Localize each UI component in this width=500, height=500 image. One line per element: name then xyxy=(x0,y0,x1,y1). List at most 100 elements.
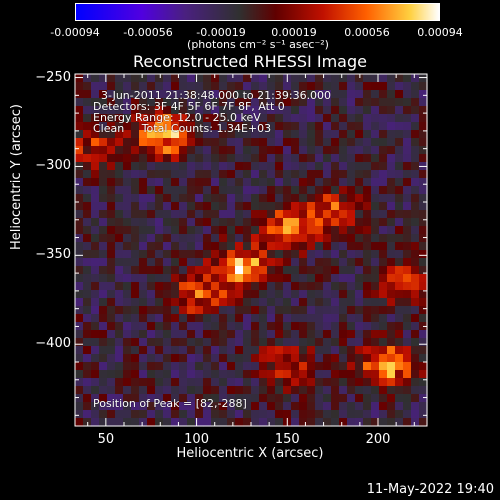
heatmap-cell xyxy=(107,298,116,307)
heatmap-cell xyxy=(291,386,300,395)
heatmap-cell xyxy=(195,378,204,387)
heatmap-cell xyxy=(331,362,340,371)
heatmap-cell xyxy=(171,338,180,347)
heatmap-cell xyxy=(395,338,404,347)
heatmap-cell xyxy=(307,314,316,323)
heatmap-cell xyxy=(75,130,84,139)
heatmap-cell xyxy=(371,250,380,259)
heatmap-cell xyxy=(411,226,420,235)
heatmap-cell xyxy=(323,266,332,275)
heatmap-cell xyxy=(155,410,164,419)
heatmap-cell xyxy=(331,194,340,203)
heatmap-cell xyxy=(315,162,324,171)
heatmap-cell xyxy=(195,162,204,171)
heatmap-cell xyxy=(179,338,188,347)
heatmap-cell xyxy=(147,410,156,419)
heatmap-cell xyxy=(147,266,156,275)
heatmap-cell xyxy=(99,186,108,195)
heatmap-cell xyxy=(323,122,332,131)
heatmap-cell xyxy=(419,186,428,195)
heatmap-cell xyxy=(299,394,308,403)
heatmap-cell xyxy=(91,314,100,323)
heatmap-cell xyxy=(387,242,396,251)
heatmap-cell xyxy=(339,82,348,91)
heatmap-cell xyxy=(395,90,404,99)
heatmap-cell xyxy=(163,346,172,355)
heatmap-cell xyxy=(339,402,348,411)
heatmap-cell xyxy=(355,202,364,211)
heatmap-cell xyxy=(315,146,324,155)
heatmap-cell xyxy=(387,274,396,283)
heatmap-cell xyxy=(179,74,188,83)
heatmap-cell xyxy=(131,178,140,187)
heatmap-cell xyxy=(131,234,140,243)
heatmap-cell xyxy=(75,250,84,259)
heatmap-cell xyxy=(323,82,332,91)
heatmap-cell xyxy=(235,202,244,211)
heatmap-cell xyxy=(163,82,172,91)
heatmap-cell xyxy=(131,378,140,387)
heatmap-cell xyxy=(371,370,380,379)
heatmap-cell xyxy=(291,250,300,259)
heatmap-cell xyxy=(299,402,308,411)
heatmap-cell xyxy=(123,154,132,163)
heatmap-cell xyxy=(211,250,220,259)
heatmap-cell xyxy=(235,226,244,235)
heatmap-cell xyxy=(155,346,164,355)
heatmap-cell xyxy=(419,242,428,251)
heatmap-cell xyxy=(339,186,348,195)
heatmap-cell xyxy=(187,178,196,187)
heatmap-cell xyxy=(419,258,428,267)
heatmap-cell xyxy=(203,362,212,371)
heatmap-cell xyxy=(315,290,324,299)
heatmap-cell xyxy=(99,154,108,163)
heatmap-cell xyxy=(355,194,364,203)
heatmap-cell xyxy=(283,186,292,195)
heatmap-cell xyxy=(323,410,332,419)
heatmap-cell xyxy=(123,226,132,235)
heatmap-cell xyxy=(315,418,324,427)
heatmap-cell xyxy=(275,290,284,299)
heatmap-cell xyxy=(235,402,244,411)
heatmap-cell xyxy=(259,370,268,379)
heatmap-cell xyxy=(307,186,316,195)
heatmap-cell xyxy=(395,130,404,139)
heatmap-cell xyxy=(219,290,228,299)
heatmap-cell xyxy=(403,386,412,395)
axis-ticks xyxy=(75,74,427,426)
heatmap-cell xyxy=(235,194,244,203)
heatmap-cell xyxy=(243,322,252,331)
heatmap-cell xyxy=(259,90,268,99)
heatmap-cell xyxy=(403,282,412,291)
heatmap-cell xyxy=(211,106,220,115)
heatmap-cell xyxy=(187,90,196,99)
heatmap-cell xyxy=(99,138,108,147)
heatmap-cell xyxy=(291,106,300,115)
heatmap-cell xyxy=(195,82,204,91)
heatmap-cell xyxy=(139,338,148,347)
heatmap-cell xyxy=(419,266,428,275)
heatmap-cell xyxy=(163,410,172,419)
heatmap-cell xyxy=(339,98,348,107)
heatmap-cell xyxy=(371,186,380,195)
heatmap-cell xyxy=(235,386,244,395)
heatmap-cell xyxy=(91,298,100,307)
y-tick-label: −300 xyxy=(35,158,71,174)
heatmap-cell xyxy=(275,378,284,387)
heatmap-cell xyxy=(107,378,116,387)
heatmap-cell xyxy=(259,210,268,219)
heatmap-cell xyxy=(267,394,276,403)
heatmap-cell xyxy=(411,82,420,91)
colorbar-tick-label: 0.00019 xyxy=(271,26,317,39)
heatmap-cell xyxy=(339,146,348,155)
colorbar-tick-label: -0.00094 xyxy=(50,26,100,39)
heatmap-cell xyxy=(363,162,372,171)
heatmap-cell xyxy=(307,386,316,395)
heatmap-cell xyxy=(411,122,420,131)
heatmap-cell xyxy=(267,346,276,355)
heatmap-cell xyxy=(283,306,292,315)
heatmap-cell xyxy=(171,410,180,419)
heatmap-cell xyxy=(419,234,428,243)
heatmap-cell xyxy=(91,338,100,347)
